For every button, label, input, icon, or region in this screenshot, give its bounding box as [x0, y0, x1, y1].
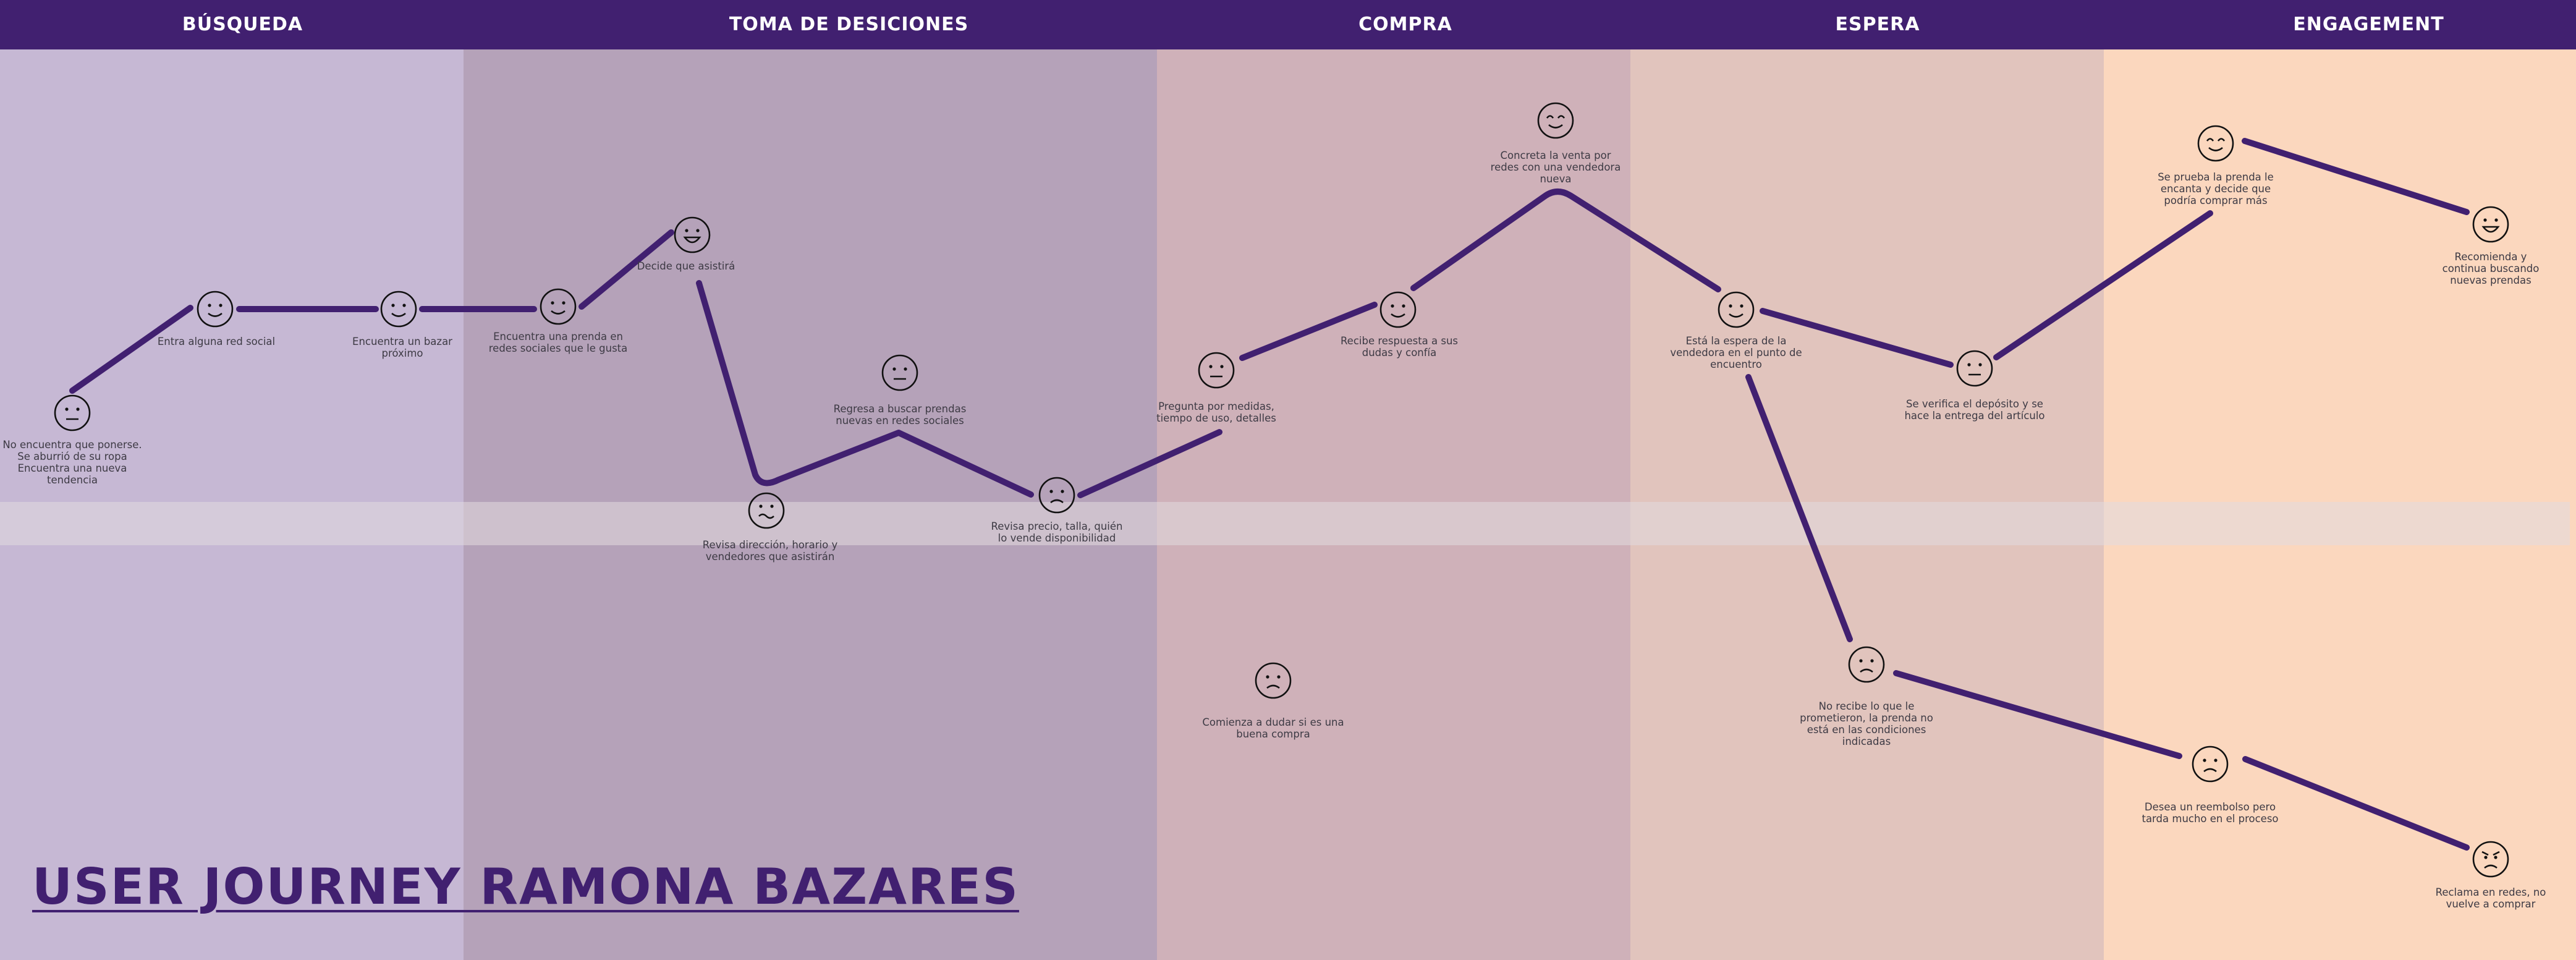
step-label-desea-reembolso: Desea un reembolso pero tarda mucho en e… — [2142, 801, 2279, 825]
journey-connector — [1077, 429, 1222, 498]
step-label-regresa-buscar: Regresa a buscar prendas nuevas en redes… — [833, 403, 967, 427]
face-smile-icon — [1379, 291, 1417, 328]
step-label-recomienda: Recomienda y continua buscando nuevas pr… — [2442, 251, 2540, 286]
step-label-concreta-venta: Concreta la venta por redes con una vend… — [1490, 150, 1621, 185]
journey-connector — [1239, 302, 1378, 361]
step-label-decide-asistira: Decide que asistirá — [637, 260, 735, 272]
journey-connector — [696, 280, 1034, 498]
journey-connector — [2242, 138, 2470, 215]
step-label-espera-vendedora: Está la espera de la vendedora en el pun… — [1670, 335, 1802, 370]
face-frown-icon — [2192, 745, 2229, 783]
step-label-se-prueba: Se prueba la prenda le encanta y decide … — [2158, 171, 2274, 206]
step-label-revisa-direccion: Revisa dirección, horario y vendedores q… — [702, 539, 838, 563]
face-smile-icon — [1718, 291, 1755, 328]
step-label-pregunta-medidas: Pregunta por medidas, tiempo de uso, det… — [1156, 401, 1276, 424]
journey-connector — [2242, 756, 2470, 851]
face-neutral-icon — [1956, 350, 1993, 387]
step-label-encuentra-prenda: Encuentra una prenda en redes sociales q… — [488, 331, 628, 354]
face-neutral-icon — [1198, 352, 1235, 389]
face-smile-icon — [380, 291, 417, 328]
step-label-comienza-dudar: Comienza a dudar si es una buena compra — [1202, 716, 1344, 740]
face-neutral-icon — [881, 354, 918, 391]
face-frown-icon — [1255, 662, 1292, 699]
journey-lines — [69, 138, 2470, 851]
face-happy-eyes-icon — [2197, 125, 2234, 162]
step-label-entra-red-social: Entra alguna red social — [157, 336, 276, 347]
stage-title-compra: COMPRA — [1358, 14, 1452, 35]
stage-title-busqueda: BÚSQUEDA — [182, 14, 303, 35]
face-wavy-icon — [748, 492, 785, 529]
face-smile-icon — [540, 288, 577, 325]
face-happy-eyes-icon — [1537, 102, 1574, 139]
step-label-recibe-respuesta: Recibe respuesta a sus dudas y confía — [1340, 335, 1459, 359]
face-smile-icon — [197, 291, 234, 328]
journey-connector — [578, 229, 674, 310]
step-label-bazar-proximo: Encuentra un bazar próximo — [352, 336, 452, 359]
step-label-revisa-precio: Revisa precio, talla, quién lo vende dis… — [991, 520, 1123, 544]
stage-background-toma-de-desiciones — [464, 0, 1157, 960]
stage-title-toma-de-desiciones: TOMA DE DESICIONES — [729, 14, 969, 35]
journey-connector — [1760, 308, 1954, 368]
journey-connector — [1745, 374, 1853, 642]
journey-connector — [1893, 670, 2182, 759]
step-label-reclama-redes: Reclama en redes, no vuelve a comprar — [2435, 886, 2546, 910]
journey-connector — [1410, 189, 1721, 292]
step-label-no-encuentra: No encuentra que ponerse. Se aburrió de … — [2, 439, 142, 486]
face-grin-icon — [674, 216, 711, 253]
stage-background-compra — [1157, 0, 1630, 960]
stage-background-espera — [1630, 0, 2104, 960]
step-label-verifica-deposito: Se verifica el depósito y se hace la ent… — [1904, 398, 2045, 422]
stage-background-busqueda — [0, 0, 464, 960]
header-bar — [0, 0, 2576, 49]
stage-title-engagement: ENGAGEMENT — [2293, 14, 2444, 35]
page-title: USER JOURNEY RAMONA BAZARES — [32, 858, 1019, 915]
neutral-emotion-band — [0, 502, 2570, 545]
step-label-no-recibe: No recibe lo que le prometieron, la pren… — [1800, 700, 1933, 747]
face-angry-icon — [2472, 841, 2509, 878]
face-grin-icon — [2472, 206, 2509, 243]
journey-connector — [1993, 210, 2213, 360]
journey-connector — [69, 305, 193, 394]
face-frown-icon — [1848, 646, 1885, 683]
stage-title-espera: ESPERA — [1835, 14, 1920, 35]
face-neutral-icon — [54, 394, 91, 431]
face-frown-icon — [1038, 477, 1075, 514]
